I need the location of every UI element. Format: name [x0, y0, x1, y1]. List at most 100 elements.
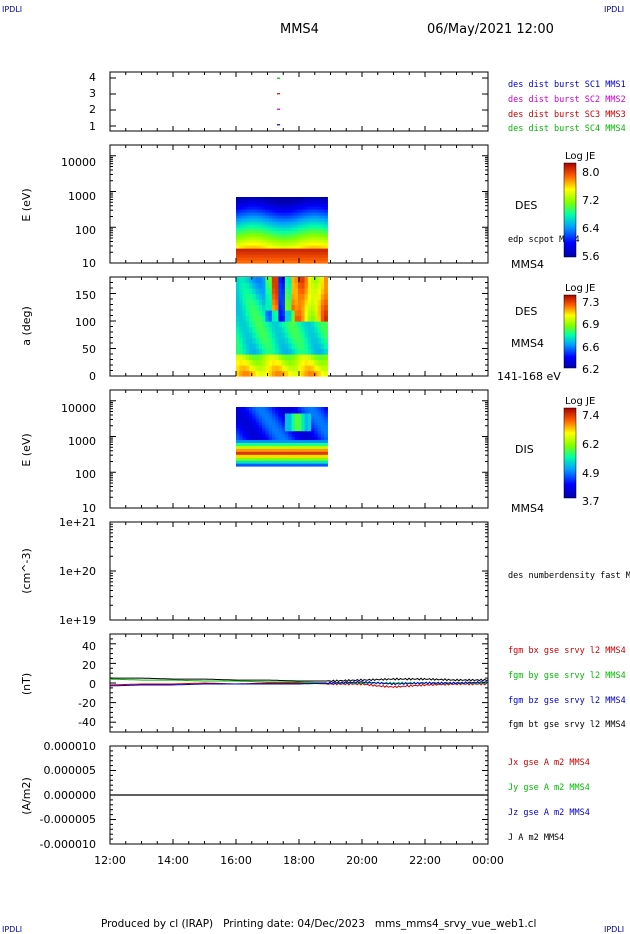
- des-pitch-cell: [268, 293, 273, 300]
- right-label-des: DES: [515, 199, 537, 212]
- des-energy-cell: [239, 230, 244, 234]
- des-pitch-cell: [262, 343, 266, 350]
- des-pitch-cell: [249, 310, 253, 317]
- dis-energy-cell: [281, 436, 286, 441]
- des-pitch-cell: [268, 359, 273, 366]
- dis-energy-cell: [242, 448, 247, 452]
- des-pitch-cell: [252, 310, 257, 317]
- des-energy-cell: [278, 239, 283, 243]
- des-pitch-cell: [317, 293, 322, 300]
- dis-energy-cell: [304, 430, 309, 435]
- des-energy-cell: [288, 230, 293, 234]
- des-energy-cell: [249, 218, 253, 222]
- dis-energy-cell: [245, 436, 250, 441]
- des-energy-cell: [320, 251, 325, 255]
- dis-energy-cell: [271, 409, 276, 414]
- des-pitch-cell: [320, 304, 325, 311]
- dis-energy-cell: [307, 445, 312, 449]
- dis-energy-cell: [275, 463, 280, 467]
- dis-energy-cell: [307, 460, 312, 464]
- des-pitch-cell: [245, 370, 250, 377]
- des-energy-cell: [252, 254, 257, 258]
- des-energy-cell: [262, 212, 266, 216]
- des-energy-cell: [304, 218, 309, 222]
- x-tick-label: 14:00: [157, 854, 189, 867]
- dis-energy-cell: [239, 457, 244, 461]
- des-pitch-cell: [275, 282, 280, 289]
- dis-energy-cell: [245, 418, 250, 423]
- des-pitch-cell: [324, 299, 328, 306]
- dis-energy-cell: [317, 454, 322, 458]
- des-pitch-cell: [245, 282, 250, 289]
- des-energy-cell: [307, 218, 312, 222]
- dis-energy-cell: [249, 409, 253, 414]
- des-energy-cell: [291, 227, 296, 231]
- des-pitch-cell: [258, 370, 263, 377]
- des-pitch-cell: [284, 332, 289, 339]
- des-energy-cell: [307, 212, 312, 216]
- des-pitch-cell: [278, 277, 283, 284]
- dis-energy-cell: [275, 439, 280, 443]
- des-energy-cell: [301, 248, 306, 252]
- dis-energy-cell: [242, 424, 247, 429]
- dis-energy-cell: [294, 415, 299, 420]
- dis-energy-cell: [245, 457, 250, 461]
- y-axis-label: a (deg): [20, 306, 33, 346]
- des-pitch-cell: [239, 310, 244, 317]
- des-energy-cell: [242, 218, 247, 222]
- dis-energy-cell: [314, 460, 319, 464]
- des-energy-cell: [301, 257, 306, 261]
- dis-energy-cell: [317, 421, 322, 426]
- des-energy-cell: [288, 248, 293, 252]
- des-pitch-cell: [258, 299, 263, 306]
- des-energy-cell: [249, 212, 253, 216]
- des-energy-cell: [268, 206, 273, 210]
- des-pitch-cell: [281, 310, 286, 317]
- des-energy-cell: [271, 230, 276, 234]
- des-pitch-cell: [311, 359, 315, 366]
- des-pitch-cell: [262, 299, 266, 306]
- des-energy-cell: [314, 251, 319, 255]
- corner-mark-bottom-left: IPDLI: [2, 925, 23, 934]
- des-pitch-cell: [284, 370, 289, 377]
- des-energy-cell: [252, 251, 257, 255]
- dis-energy-cell: [324, 457, 328, 461]
- des-pitch-cell: [307, 315, 312, 322]
- des-energy-cell: [317, 206, 322, 210]
- dis-energy-cell: [311, 457, 315, 461]
- des-energy-cell: [268, 203, 273, 207]
- des-pitch-cell: [262, 304, 266, 311]
- dis-energy-cell: [249, 463, 253, 467]
- des-energy-cell: [320, 260, 325, 264]
- des-energy-cell: [255, 233, 260, 237]
- dis-energy-cell: [301, 451, 306, 455]
- dis-energy-cell: [320, 427, 325, 432]
- des-pitch-cell: [258, 359, 263, 366]
- des-energy-cell: [278, 212, 283, 216]
- des-pitch-cell: [258, 310, 263, 317]
- des-energy-cell: [239, 248, 244, 252]
- dis-energy-cell: [297, 454, 302, 458]
- legend-burst-mms1: des dist burst SC1 MMS1: [508, 80, 626, 90]
- des-energy-cell: [314, 230, 319, 234]
- des-pitch-cell: [245, 365, 250, 372]
- des-energy-cell: [265, 209, 270, 213]
- des-pitch-cell: [275, 332, 280, 339]
- des-pitch-cell: [252, 299, 257, 306]
- dis-energy-cell: [258, 457, 263, 461]
- dis-energy-cell: [284, 427, 289, 432]
- des-pitch-cell: [271, 299, 276, 306]
- dis-energy-cell: [314, 436, 319, 441]
- des-energy-cell: [291, 254, 296, 258]
- des-energy-cell: [245, 200, 250, 204]
- dis-energy-cell: [297, 412, 302, 417]
- legend-bx: fgm bx gse srvy l2 MMS4: [508, 646, 626, 656]
- des-pitch-cell: [239, 359, 244, 366]
- des-energy-cell: [291, 248, 296, 252]
- des-energy-cell: [311, 197, 315, 201]
- des-energy-cell: [314, 212, 319, 216]
- des-pitch-cell: [320, 321, 325, 328]
- dis-energy-cell: [252, 439, 257, 443]
- dis-energy-cell: [242, 442, 247, 446]
- des-energy-cell: [320, 254, 325, 258]
